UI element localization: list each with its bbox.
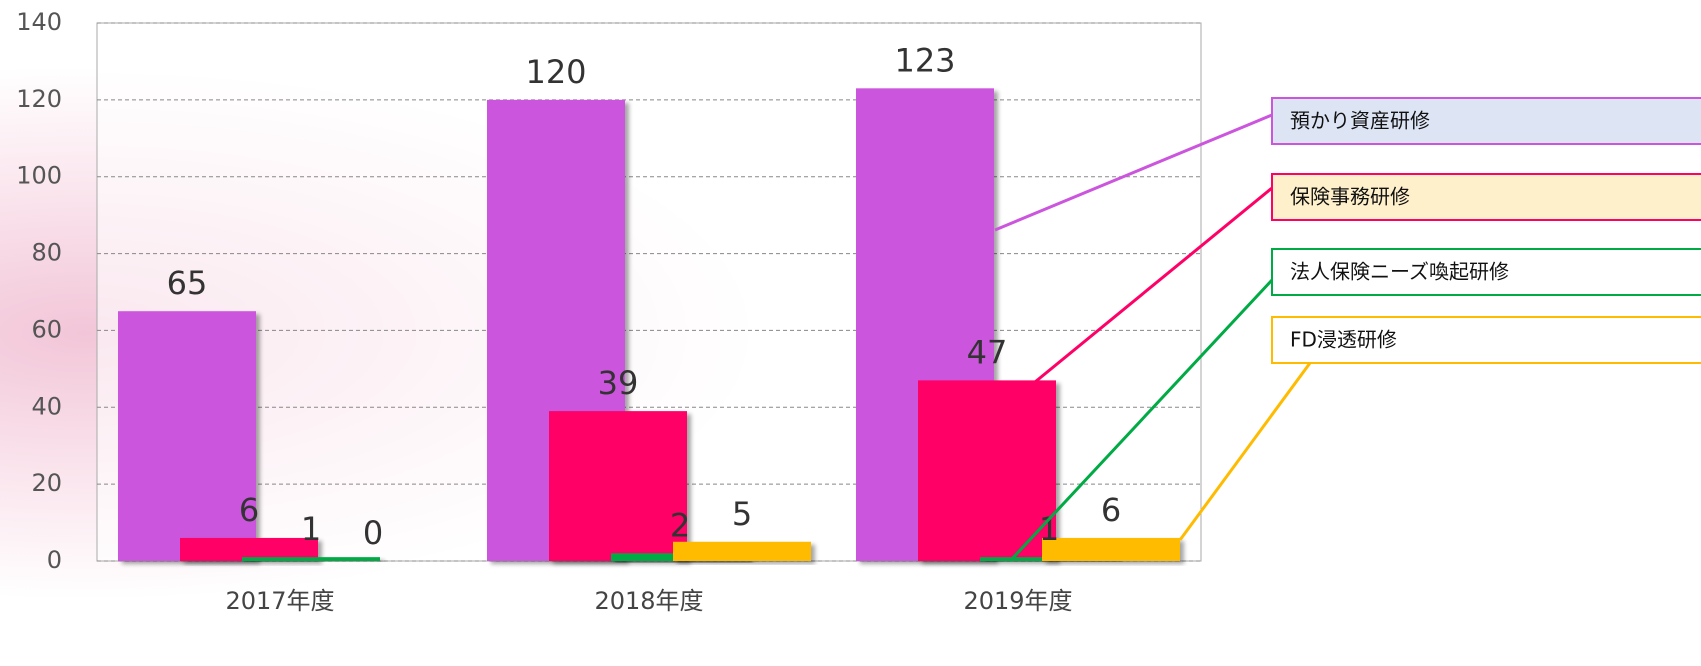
legend-label: 預かり資産研修 <box>1290 109 1430 133</box>
bar <box>673 541 811 561</box>
bar <box>918 380 1056 561</box>
data-label: 6 <box>239 491 259 529</box>
legend-box <box>1271 316 1701 364</box>
data-label: 6 <box>1101 491 1121 529</box>
legend-box <box>1271 97 1701 145</box>
y-tick-label: 60 <box>31 315 62 343</box>
legend-label: FD浸透研修 <box>1290 328 1397 352</box>
data-label: 47 <box>967 333 1008 371</box>
y-tick-label: 40 <box>31 392 62 420</box>
bar <box>180 537 318 561</box>
leader-line <box>994 113 1273 232</box>
data-label: 5 <box>732 495 752 533</box>
bar <box>118 311 256 561</box>
y-tick-label: 120 <box>16 85 62 113</box>
bar <box>242 557 380 561</box>
legend-box <box>1271 248 1701 296</box>
legend-label: 法人保険ニーズ喚起研修 <box>1290 260 1509 284</box>
y-tick-label: 80 <box>31 239 62 267</box>
y-tick-label: 20 <box>31 469 62 497</box>
x-tick-label: 2019年度 <box>963 587 1072 615</box>
y-tick-label: 100 <box>16 162 62 190</box>
data-label: 1 <box>301 510 321 548</box>
x-tick-label: 2018年度 <box>594 587 703 615</box>
data-label: 0 <box>363 514 383 552</box>
y-tick-label: 140 <box>16 8 62 36</box>
leader-line <box>1178 362 1312 541</box>
data-label: 39 <box>598 364 639 402</box>
data-label: 120 <box>525 53 586 91</box>
legend-label: 保険事務研修 <box>1290 185 1410 209</box>
bar <box>1042 537 1180 561</box>
data-label: 2 <box>670 506 690 544</box>
data-label: 123 <box>894 41 955 79</box>
data-label: 65 <box>167 264 208 302</box>
bar <box>549 411 687 561</box>
data-label: 1 <box>1039 510 1059 548</box>
y-tick-label: 0 <box>47 546 62 574</box>
x-tick-label: 2017年度 <box>225 587 334 615</box>
leader-line <box>1008 278 1274 563</box>
legend-box <box>1271 173 1701 221</box>
leader-line <box>1034 186 1273 384</box>
